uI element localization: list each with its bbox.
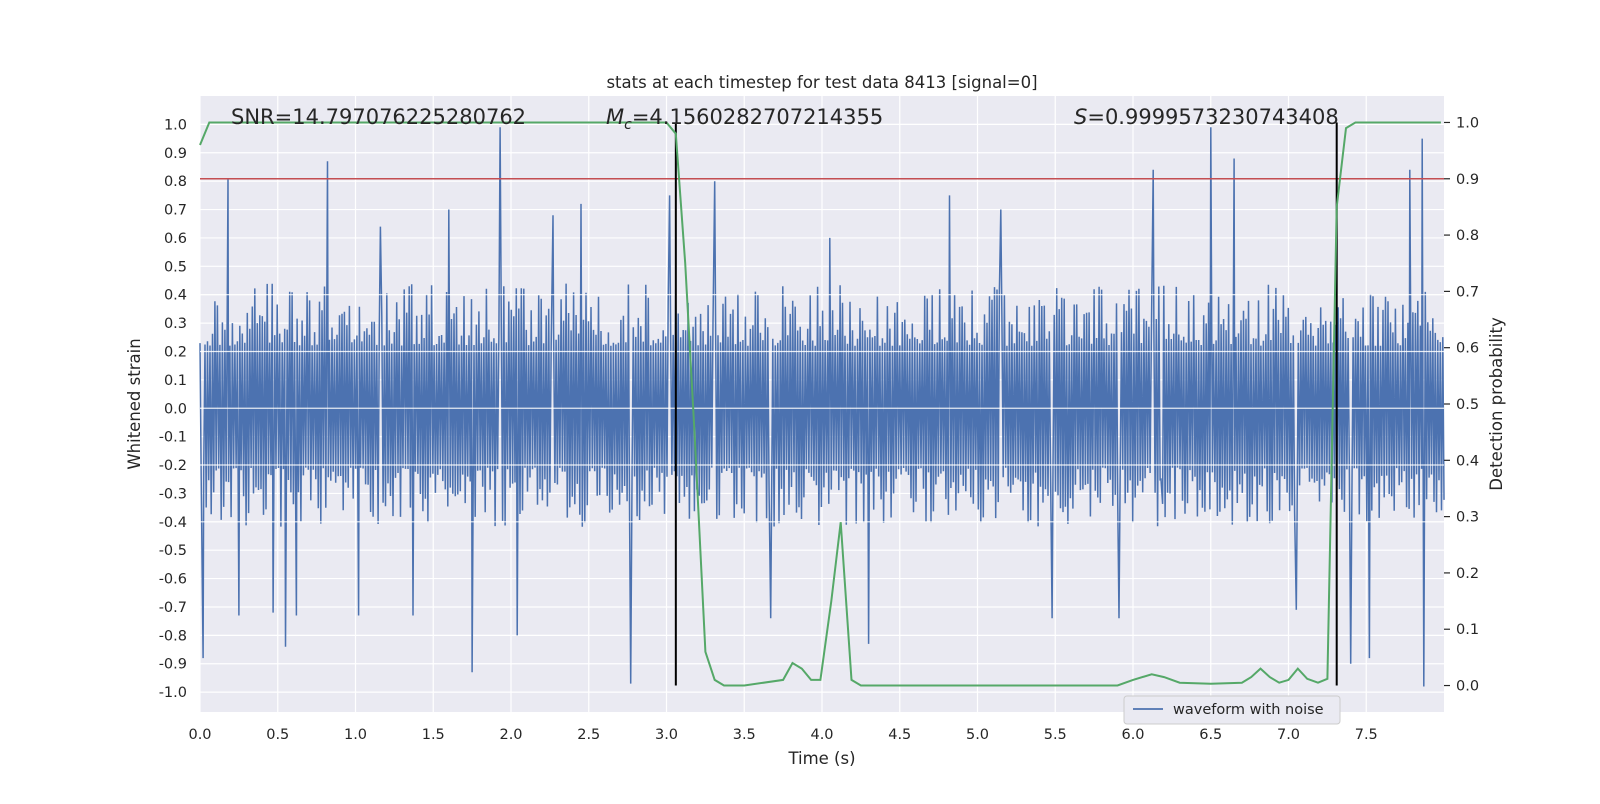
y-left-tick-label: 0.1 xyxy=(164,373,187,389)
y-left-tick-label: -0.4 xyxy=(159,515,187,531)
y-left-tick-label: 0.8 xyxy=(164,174,187,190)
y-left-tick-label: -0.8 xyxy=(159,628,187,644)
y-right-tick-label: 0.7 xyxy=(1456,284,1479,300)
chart-title: stats at each timestep for test data 841… xyxy=(606,73,1037,92)
y-left-tick-label: 0.0 xyxy=(164,401,187,417)
y-right-tick-label: 0.5 xyxy=(1456,397,1479,413)
x-tick-label: 0.5 xyxy=(266,727,289,743)
snr-annotation: SNR=14.797076225280762 xyxy=(231,105,526,129)
probability-line xyxy=(199,121,1441,687)
y-right-tick-label: 0.9 xyxy=(1456,172,1479,188)
x-tick-label: 3.5 xyxy=(733,727,756,743)
y-left-tick-label: 0.4 xyxy=(164,288,187,304)
x-axis-label: Time (s) xyxy=(787,749,855,768)
y-left-tick-label: 0.5 xyxy=(164,259,187,275)
x-tick-label: 3.0 xyxy=(655,727,678,743)
y-right-tick-label: 0.6 xyxy=(1456,341,1479,357)
chirp-mass-annotation: Mc=4.1560282707214355 xyxy=(606,105,883,133)
legend: waveform with noise xyxy=(1123,695,1341,725)
y-left-tick-label: 0.3 xyxy=(164,316,187,332)
y-left-tick-label: -0.2 xyxy=(159,458,187,474)
x-tick-label: 2.0 xyxy=(499,727,522,743)
y-right-tick-label: 0.1 xyxy=(1456,622,1479,638)
y-axis-right-label: Detection probability xyxy=(1487,317,1506,491)
y-left-tick-label: -0.5 xyxy=(159,543,187,559)
y-left-tick-label: 0.6 xyxy=(164,231,187,247)
x-tick-label: 1.0 xyxy=(344,727,367,743)
y-axis-left-label: Whitened strain xyxy=(125,338,144,469)
y-right-tick-label: 0.3 xyxy=(1456,510,1479,526)
y-left-tick-label: -0.6 xyxy=(159,572,187,588)
x-tick-label: 4.0 xyxy=(810,727,833,743)
x-tick-label: 6.5 xyxy=(1199,727,1222,743)
y-left-tick-label: 0.7 xyxy=(164,203,187,219)
y-left-tick-label: -0.9 xyxy=(159,657,187,673)
score-value: =0.9999573230743408 xyxy=(1087,105,1338,129)
x-tick-label: 1.5 xyxy=(422,727,445,743)
chirp-mass-symbol: M xyxy=(606,105,624,129)
y-left-tick-label: -0.7 xyxy=(159,600,187,616)
legend-box xyxy=(1123,695,1341,725)
x-tick-label: 7.0 xyxy=(1277,727,1300,743)
y-right-tick-label: 0.0 xyxy=(1456,679,1479,695)
y-left-tick-label: 0.2 xyxy=(164,344,187,360)
axes: 0.0 0.5 1.0 1.5 2.0 2.5 3.0 3.5 4.0 4.5 5.0 5.5 6.0 6… xyxy=(159,115,1479,743)
x-tick-label: 2.5 xyxy=(577,727,600,743)
score-symbol: S xyxy=(1074,105,1087,129)
legend-label: waveform with noise xyxy=(1173,702,1324,718)
y-right-tick-label: 0.8 xyxy=(1456,228,1479,244)
x-tick-label: 6.0 xyxy=(1121,727,1144,743)
chirp-mass-subscript: c xyxy=(624,117,632,133)
x-tick-label: 4.5 xyxy=(888,727,911,743)
y-right-tick-label: 1.0 xyxy=(1456,115,1479,131)
overlay-lines xyxy=(200,122,1444,686)
probability-series xyxy=(199,121,1441,687)
y-right-tick-label: 0.4 xyxy=(1456,453,1479,469)
y-right-tick-label: 0.2 xyxy=(1456,566,1479,582)
y-left-tick-label: 1.0 xyxy=(164,117,187,133)
x-tick-label: 7.5 xyxy=(1355,727,1378,743)
x-tick-label: 5.0 xyxy=(966,727,989,743)
x-tick-label: 5.5 xyxy=(1044,727,1067,743)
score-annotation: S=0.9999573230743408 xyxy=(1074,105,1339,129)
chirp-mass-value: =4.1560282707214355 xyxy=(632,105,883,129)
y-left-tick-label: -1.0 xyxy=(159,685,187,701)
y-left-tick-label: 0.9 xyxy=(164,146,187,162)
y-left-tick-label: -0.3 xyxy=(159,486,187,502)
y-left-tick-label: -0.1 xyxy=(159,430,187,446)
x-tick-label: 0.0 xyxy=(188,727,211,743)
